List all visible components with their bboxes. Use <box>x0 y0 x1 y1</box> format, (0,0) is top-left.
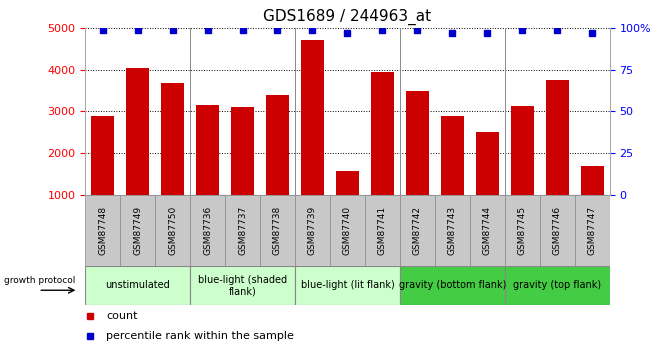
Bar <box>400 266 505 305</box>
Bar <box>365 195 400 266</box>
Title: GDS1689 / 244963_at: GDS1689 / 244963_at <box>263 9 432 25</box>
Bar <box>161 83 184 195</box>
Text: percentile rank within the sample: percentile rank within the sample <box>106 331 294 341</box>
Bar <box>126 68 149 195</box>
Text: GSM87749: GSM87749 <box>133 206 142 255</box>
Text: blue-light (shaded
flank): blue-light (shaded flank) <box>198 275 287 296</box>
Bar <box>85 195 120 266</box>
Bar <box>540 195 575 266</box>
Bar <box>260 195 295 266</box>
Bar <box>476 132 499 195</box>
Bar <box>470 195 505 266</box>
Bar <box>505 195 540 266</box>
Text: GSM87746: GSM87746 <box>552 206 562 255</box>
Bar <box>435 195 470 266</box>
Bar <box>406 90 429 195</box>
Text: GSM87745: GSM87745 <box>518 206 527 255</box>
Bar <box>505 266 610 305</box>
Bar <box>581 166 604 195</box>
Text: GSM87736: GSM87736 <box>203 206 212 255</box>
Text: GSM87740: GSM87740 <box>343 206 352 255</box>
Text: GSM87737: GSM87737 <box>238 206 247 255</box>
Bar <box>190 266 295 305</box>
Bar <box>231 107 254 195</box>
Bar <box>266 95 289 195</box>
Bar <box>85 266 190 305</box>
Bar <box>400 195 435 266</box>
Text: GSM87741: GSM87741 <box>378 206 387 255</box>
Text: GSM87739: GSM87739 <box>308 206 317 255</box>
Bar <box>546 80 569 195</box>
Bar <box>330 195 365 266</box>
Text: GSM87744: GSM87744 <box>483 206 492 255</box>
Bar <box>336 171 359 195</box>
Text: growth protocol: growth protocol <box>5 276 75 285</box>
Text: gravity (top flank): gravity (top flank) <box>514 280 601 290</box>
Bar <box>295 195 330 266</box>
Bar <box>155 195 190 266</box>
Text: GSM87738: GSM87738 <box>273 206 282 255</box>
Bar <box>225 195 260 266</box>
Text: count: count <box>106 312 138 322</box>
Text: unstimulated: unstimulated <box>105 280 170 290</box>
Bar <box>91 116 114 195</box>
Bar <box>120 195 155 266</box>
Bar <box>301 40 324 195</box>
Text: GSM87743: GSM87743 <box>448 206 457 255</box>
Text: GSM87750: GSM87750 <box>168 206 177 255</box>
Text: GSM87742: GSM87742 <box>413 206 422 255</box>
Bar <box>511 106 534 195</box>
Bar <box>371 72 394 195</box>
Text: GSM87748: GSM87748 <box>98 206 107 255</box>
Bar <box>441 116 463 195</box>
Bar <box>295 266 400 305</box>
Bar <box>196 105 219 195</box>
Bar <box>190 195 225 266</box>
Bar <box>575 195 610 266</box>
Text: blue-light (lit flank): blue-light (lit flank) <box>300 280 395 290</box>
Text: GSM87747: GSM87747 <box>588 206 597 255</box>
Text: gravity (bottom flank): gravity (bottom flank) <box>398 280 506 290</box>
